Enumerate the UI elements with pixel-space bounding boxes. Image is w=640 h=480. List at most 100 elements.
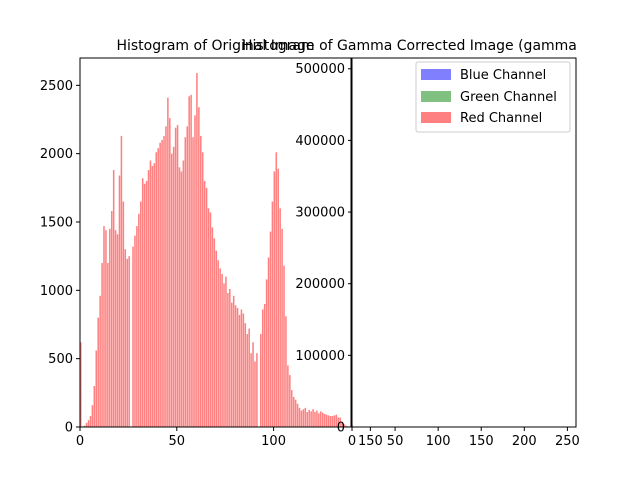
histogram-bar: [308, 409, 310, 427]
y-tick-label: 100000: [295, 349, 345, 364]
histogram-bar: [325, 414, 328, 427]
histogram-bar: [269, 231, 272, 427]
histogram-bar: [289, 375, 291, 427]
histogram-bar: [296, 403, 299, 427]
histogram-bar: [211, 227, 214, 427]
histogram-bar: [205, 187, 208, 427]
histogram-bar: [277, 168, 279, 427]
histogram-bar: [163, 135, 165, 427]
histogram-bar: [304, 407, 307, 427]
histogram-bar: [178, 167, 181, 428]
histogram-bar: [203, 181, 206, 427]
histogram-bar: [345, 425, 347, 427]
histogram-bar: [335, 414, 338, 427]
histogram-bar: [114, 230, 117, 427]
histogram-bar: [302, 409, 305, 427]
histogram-bar: [184, 137, 187, 427]
histogram-bar: [107, 263, 109, 427]
histogram-bar: [143, 183, 146, 427]
histogram-bar: [190, 94, 192, 428]
y-tick-label: 0: [337, 421, 345, 436]
histogram-bar: [151, 165, 154, 427]
histogram-bar: [87, 420, 90, 427]
y-tick-label: 300000: [295, 206, 345, 221]
histogram-bar: [110, 211, 113, 427]
histogram-bar: [83, 425, 86, 427]
histogram-bar: [236, 308, 239, 427]
histogram-bar: [261, 309, 264, 427]
histogram-bar: [248, 328, 250, 427]
histogram-bar: [99, 295, 101, 427]
histogram-bar: [217, 260, 219, 427]
histogram-bar: [281, 228, 283, 427]
histogram-bar: [141, 178, 144, 427]
histogram-bar: [254, 361, 256, 427]
histogram-bar: [116, 234, 119, 427]
histogram-bar: [318, 413, 320, 427]
histogram-bar: [200, 135, 202, 427]
histogram-bar: [95, 350, 98, 427]
histogram-bar: [300, 410, 303, 427]
histogram-bar: [101, 263, 103, 427]
histogram-bar: [126, 258, 128, 427]
histogram-bar: [132, 246, 134, 427]
legend-label-red: Red Channel: [460, 111, 542, 126]
histogram-bar: [285, 316, 287, 427]
histogram-bar: [323, 414, 326, 427]
x-tick-label: 100: [426, 434, 451, 449]
histogram-bar: [192, 137, 194, 427]
histogram-bar: [174, 127, 177, 427]
x-tick-label: 100: [261, 434, 286, 449]
histogram-bar: [145, 181, 148, 427]
histogram-bar: [198, 107, 200, 427]
histogram-bar: [209, 212, 212, 427]
histogram-bar: [320, 411, 322, 427]
histogram-bar: [201, 152, 204, 428]
y-tick-label: 2500: [40, 79, 73, 94]
histogram-bar: [109, 228, 111, 427]
y-tick-label: 1500: [40, 216, 73, 231]
histogram-bar: [188, 96, 190, 428]
histogram-bar: [207, 208, 210, 427]
histogram-bar: [138, 213, 140, 427]
histogram-bar: [343, 424, 345, 427]
ticks-gamma: 0 50 100 150 200 250 0 100000 200000 300000 400000…: [295, 62, 579, 449]
legend-swatch-red: [421, 112, 451, 123]
histogram-bar: [85, 422, 88, 427]
histogram-bar: [341, 421, 343, 427]
axes-frame-gamma: [351, 57, 577, 428]
histogram-bar: [180, 171, 183, 427]
histogram-bar: [196, 73, 198, 428]
y-tick-label: 200000: [295, 277, 345, 292]
histogram-bar: [232, 295, 235, 427]
histogram-bar: [267, 257, 270, 427]
x-tick-label: 150: [358, 434, 383, 449]
histogram-bar: [223, 283, 225, 427]
histogram-bar: [215, 250, 218, 427]
histogram-bar: [263, 304, 266, 427]
axes-frame-original: [79, 57, 352, 428]
histogram-bar: [234, 305, 237, 427]
histogram-bar: [246, 334, 249, 427]
histogram-bar: [149, 160, 152, 427]
x-tick-label: 250: [555, 434, 580, 449]
x-tick-label: 200: [512, 434, 537, 449]
histogram-bar: [260, 334, 262, 427]
histogram-bar: [316, 410, 318, 427]
histogram-bar: [314, 411, 316, 427]
histogram-bar: [225, 276, 227, 427]
histogram-bar: [312, 409, 314, 427]
histogram-bar: [230, 302, 233, 427]
chart-title-gamma: Histogram of Gamma Corrected Image (gamm…: [242, 38, 577, 54]
histogram-bar: [169, 118, 171, 427]
legend-box: [415, 61, 571, 133]
histogram-bar: [221, 273, 223, 427]
histogram-bar: [240, 309, 243, 427]
histogram-bar: [140, 201, 142, 427]
histogram-bar: [265, 279, 268, 427]
y-tick-label: 0: [65, 421, 73, 436]
histogram-bar: [310, 411, 312, 427]
chart-title-original: Histogram of Original Image: [116, 38, 314, 54]
histogram-bar: [136, 226, 138, 427]
histogram-bar: [337, 417, 339, 427]
